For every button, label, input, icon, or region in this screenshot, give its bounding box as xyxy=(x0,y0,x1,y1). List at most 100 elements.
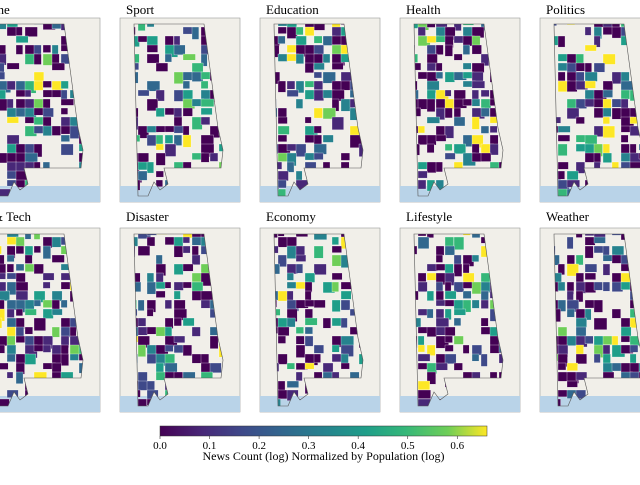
region xyxy=(174,237,183,247)
region xyxy=(332,246,342,253)
region xyxy=(43,54,53,65)
region xyxy=(183,108,193,116)
region xyxy=(16,336,25,343)
region xyxy=(418,72,428,79)
region xyxy=(323,318,331,328)
region xyxy=(445,354,456,364)
region xyxy=(7,372,13,378)
region xyxy=(454,336,463,344)
region xyxy=(138,36,148,42)
region xyxy=(147,345,157,355)
region xyxy=(332,345,339,352)
region xyxy=(174,108,182,118)
region xyxy=(165,327,172,337)
region xyxy=(558,390,567,397)
region xyxy=(463,291,471,299)
region xyxy=(0,255,4,265)
region xyxy=(558,135,570,141)
region xyxy=(314,264,326,275)
region xyxy=(156,255,162,265)
region xyxy=(7,318,16,327)
region xyxy=(43,282,50,288)
region xyxy=(445,246,455,255)
region xyxy=(7,354,15,362)
region xyxy=(481,99,491,109)
region xyxy=(156,135,163,144)
region xyxy=(287,363,295,369)
region xyxy=(296,27,303,35)
region xyxy=(0,282,6,292)
region xyxy=(192,237,201,245)
region xyxy=(278,390,288,399)
region xyxy=(156,327,166,336)
region xyxy=(0,273,6,279)
region xyxy=(183,54,195,60)
gulf-water xyxy=(540,186,640,202)
region xyxy=(0,345,5,353)
panel-title: Education xyxy=(266,2,319,17)
region xyxy=(7,162,17,172)
region xyxy=(427,135,436,145)
region xyxy=(287,318,295,327)
region xyxy=(192,246,199,256)
region xyxy=(314,54,323,63)
region xyxy=(16,291,28,301)
region xyxy=(576,255,583,265)
region xyxy=(192,117,202,130)
panel-title: rime xyxy=(0,2,10,17)
region xyxy=(174,336,185,343)
region xyxy=(445,72,455,82)
region xyxy=(165,126,175,132)
region xyxy=(52,54,59,63)
region xyxy=(278,126,289,134)
region xyxy=(138,90,149,96)
region xyxy=(201,72,211,79)
region xyxy=(287,27,297,39)
region xyxy=(418,390,431,399)
region xyxy=(472,354,479,361)
region xyxy=(585,246,593,258)
region xyxy=(192,327,200,336)
region xyxy=(174,282,183,290)
region xyxy=(210,363,221,373)
region xyxy=(481,153,491,162)
region xyxy=(201,108,212,115)
region xyxy=(436,363,448,370)
region xyxy=(418,282,427,292)
region xyxy=(61,81,68,89)
region xyxy=(278,117,287,124)
region xyxy=(278,237,288,247)
region xyxy=(454,363,463,370)
region xyxy=(427,144,434,153)
region xyxy=(463,45,470,55)
region xyxy=(436,36,446,42)
region xyxy=(305,63,314,73)
region xyxy=(445,345,453,351)
region xyxy=(594,354,600,363)
region xyxy=(445,153,455,159)
region xyxy=(585,237,595,245)
region xyxy=(558,162,568,169)
region xyxy=(314,108,323,118)
region xyxy=(621,135,628,142)
region xyxy=(427,309,433,318)
region xyxy=(558,363,566,370)
region xyxy=(183,264,193,271)
region xyxy=(138,300,144,311)
region xyxy=(16,27,22,36)
region xyxy=(34,54,41,65)
region xyxy=(16,264,24,271)
region xyxy=(296,255,306,262)
region xyxy=(341,291,351,299)
region xyxy=(278,135,287,142)
region xyxy=(463,63,471,69)
region xyxy=(332,300,340,312)
region xyxy=(436,99,446,109)
region xyxy=(558,327,567,337)
region xyxy=(418,180,426,189)
region xyxy=(156,282,165,289)
region xyxy=(603,264,610,275)
region xyxy=(427,291,434,301)
region xyxy=(52,237,61,247)
region xyxy=(594,336,603,346)
